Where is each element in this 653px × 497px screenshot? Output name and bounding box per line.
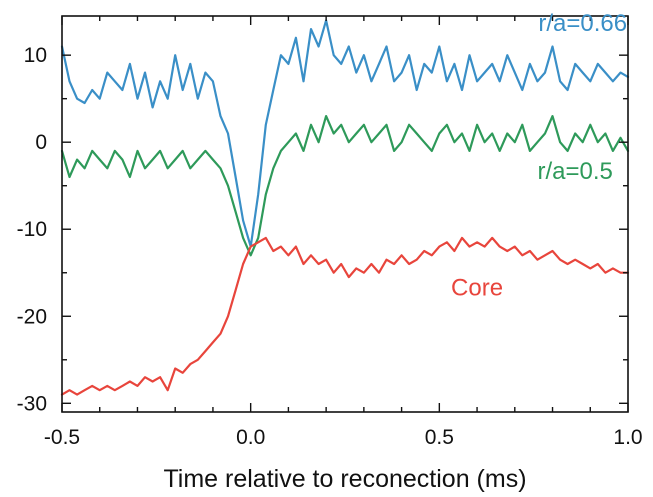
x-tick-label: 0.0	[236, 426, 265, 449]
series-label-r-a-0-66: r/a=0.66	[538, 10, 627, 37]
series-layer	[60, 19, 630, 396]
series-line-r-a-0-5	[60, 114, 630, 257]
labels-layer: r/a=0.66 r/a=0.5 Core -0.5 0.0 0.5 1.0 10 0 -10 -2…	[17, 10, 643, 449]
x-tick-label: 0.5	[425, 426, 454, 449]
y-tick-label: 0	[35, 131, 47, 154]
y-tick-label: -30	[17, 392, 47, 415]
y-tick-label: 10	[24, 44, 47, 67]
series-label-r-a-0-5: r/a=0.5	[537, 158, 612, 185]
plot-frame	[61, 15, 629, 413]
series-line-r-a-0-66	[60, 19, 630, 248]
series-line-core	[60, 236, 630, 396]
x-tick-label: 1.0	[613, 426, 642, 449]
series-label-core: Core	[451, 274, 503, 301]
x-axis-title: Time relative to reconection (ms)	[163, 465, 526, 493]
ticks-layer	[61, 16, 629, 412]
y-tick-label: -20	[17, 305, 47, 328]
y-tick-label: -10	[17, 218, 47, 241]
x-tick-label: -0.5	[44, 426, 80, 449]
